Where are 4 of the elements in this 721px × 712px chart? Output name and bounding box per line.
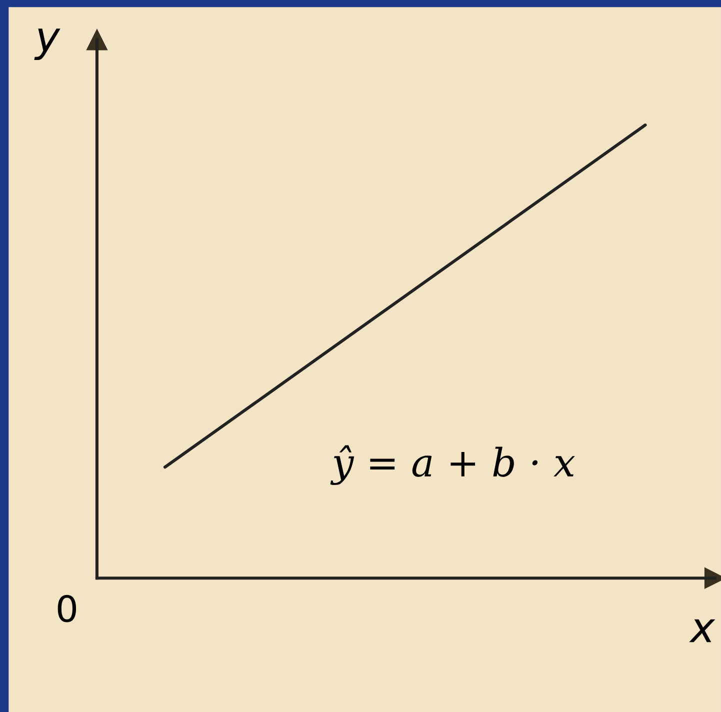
y-axis-title: y	[34, 28, 60, 60]
text: 0	[58, 594, 76, 622]
annotation: ŷ = a + b · x	[330, 445, 575, 485]
x-axis-title: x	[689, 619, 716, 642]
